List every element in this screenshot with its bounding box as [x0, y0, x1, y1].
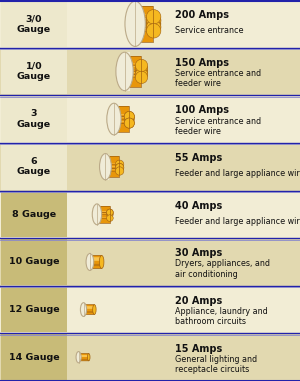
Circle shape: [124, 111, 134, 122]
Circle shape: [135, 62, 148, 75]
Ellipse shape: [76, 352, 81, 363]
Circle shape: [124, 118, 134, 128]
Bar: [1, 287, 67, 332]
Circle shape: [106, 211, 113, 218]
Ellipse shape: [107, 103, 121, 135]
Circle shape: [146, 13, 161, 28]
Bar: [122, 56, 141, 87]
Bar: [1, 96, 67, 142]
Bar: [0, 333, 300, 381]
Text: 14 Gauge: 14 Gauge: [9, 353, 59, 362]
Bar: [103, 154, 109, 180]
Bar: [0, 286, 300, 333]
Circle shape: [135, 65, 148, 78]
Circle shape: [146, 17, 161, 31]
Bar: [82, 303, 85, 317]
Text: Appliance, laundry and
bathroom circuits: Appliance, laundry and bathroom circuits: [175, 307, 268, 327]
Bar: [122, 56, 141, 87]
Circle shape: [124, 111, 134, 122]
Text: 6
Gauge: 6 Gauge: [17, 157, 51, 176]
Bar: [1, 1, 67, 46]
Bar: [1, 335, 67, 380]
Bar: [1, 192, 67, 237]
Circle shape: [146, 24, 161, 38]
Text: Service entrance and
feeder wire: Service entrance and feeder wire: [175, 117, 261, 136]
Ellipse shape: [99, 255, 104, 269]
Circle shape: [124, 118, 134, 128]
Text: 12 Gauge: 12 Gauge: [9, 305, 59, 314]
Circle shape: [135, 68, 148, 80]
Bar: [95, 206, 110, 223]
Text: 15 Amps: 15 Amps: [175, 344, 222, 354]
Ellipse shape: [80, 303, 87, 317]
Bar: [133, 1, 142, 46]
Bar: [0, 95, 300, 143]
Bar: [1, 144, 67, 189]
Circle shape: [106, 209, 113, 216]
Bar: [0, 48, 300, 95]
Circle shape: [124, 114, 134, 124]
Bar: [133, 6, 153, 42]
FancyBboxPatch shape: [88, 255, 102, 269]
Text: 8 Gauge: 8 Gauge: [12, 210, 56, 219]
Circle shape: [146, 10, 161, 24]
Circle shape: [116, 163, 124, 172]
Bar: [1, 239, 67, 285]
Text: 3/0
Gauge: 3/0 Gauge: [17, 14, 51, 34]
Circle shape: [135, 59, 148, 72]
Ellipse shape: [92, 204, 102, 225]
Text: 3
Gauge: 3 Gauge: [17, 109, 51, 129]
Circle shape: [146, 20, 161, 34]
Text: Feeder and large appliance wire: Feeder and large appliance wire: [175, 217, 300, 226]
Text: 200 Amps: 200 Amps: [175, 10, 229, 20]
Ellipse shape: [100, 154, 111, 180]
Text: 10 Gauge: 10 Gauge: [9, 258, 59, 266]
Circle shape: [135, 62, 148, 75]
Bar: [0, 238, 300, 286]
Circle shape: [116, 167, 124, 175]
Bar: [112, 103, 119, 135]
FancyBboxPatch shape: [77, 354, 89, 361]
Ellipse shape: [86, 253, 94, 271]
Bar: [112, 106, 129, 132]
Text: General lighting and
receptacle circuits: General lighting and receptacle circuits: [175, 355, 257, 374]
Bar: [103, 156, 119, 177]
Text: Feeder and large appliance wire: Feeder and large appliance wire: [175, 169, 300, 178]
Circle shape: [106, 209, 113, 216]
Ellipse shape: [88, 354, 90, 361]
Bar: [122, 52, 130, 91]
Bar: [95, 206, 110, 223]
Ellipse shape: [116, 52, 133, 91]
Circle shape: [146, 13, 161, 28]
Bar: [1, 49, 67, 94]
Circle shape: [116, 160, 124, 168]
Circle shape: [106, 215, 113, 221]
Text: Service entrance: Service entrance: [175, 26, 244, 35]
Text: 100 Amps: 100 Amps: [175, 106, 229, 115]
FancyBboxPatch shape: [82, 305, 94, 314]
Circle shape: [135, 68, 148, 80]
Text: 30 Amps: 30 Amps: [175, 248, 222, 258]
Text: Dryers, appliances, and
air conditioning: Dryers, appliances, and air conditioning: [175, 259, 270, 279]
Text: 150 Amps: 150 Amps: [175, 58, 229, 68]
Bar: [95, 204, 100, 225]
Text: 1/0
Gauge: 1/0 Gauge: [17, 62, 51, 81]
Circle shape: [146, 20, 161, 34]
Circle shape: [135, 71, 148, 83]
Ellipse shape: [125, 1, 145, 46]
Text: 40 Amps: 40 Amps: [175, 201, 222, 211]
Circle shape: [116, 163, 124, 172]
Bar: [103, 156, 119, 177]
Bar: [0, 0, 300, 48]
Text: 20 Amps: 20 Amps: [175, 296, 222, 306]
Bar: [77, 352, 80, 363]
Text: Service entrance and
feeder wire: Service entrance and feeder wire: [175, 69, 261, 88]
Bar: [0, 190, 300, 238]
Ellipse shape: [93, 305, 96, 314]
Bar: [112, 106, 129, 132]
Bar: [133, 6, 153, 42]
Text: 55 Amps: 55 Amps: [175, 153, 222, 163]
Bar: [0, 143, 300, 190]
Bar: [88, 253, 92, 271]
